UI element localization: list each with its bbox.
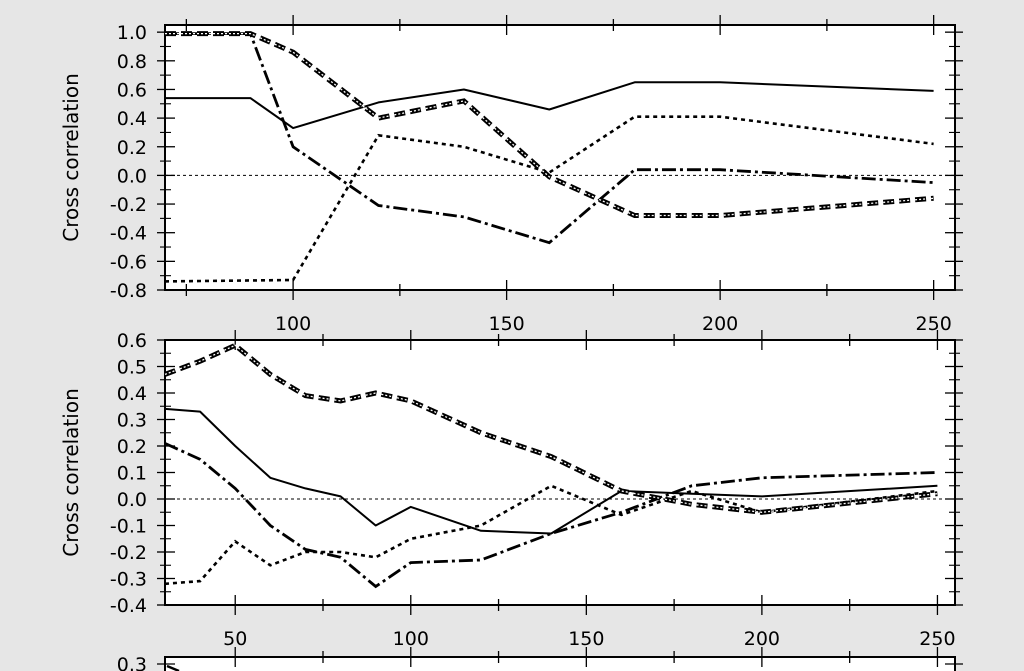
series-dash-dot — [164, 442, 938, 589]
y-tick-label: 0.4 — [117, 108, 147, 130]
y-axis-title: Cross correlation — [59, 388, 83, 557]
series-solid — [165, 81, 934, 130]
y-tick-label: -0.6 — [110, 251, 147, 273]
y-tick-label: 0.3 — [117, 654, 147, 671]
series-dashed-double — [164, 342, 938, 515]
y-tick-label: 0.1 — [117, 463, 147, 485]
y-tick-label: 0.4 — [117, 383, 147, 405]
x-tick-label: 200 — [702, 313, 738, 335]
series-line-solid — [165, 81, 934, 130]
x-tick-label: 150 — [488, 313, 524, 335]
series-line-dash-dot — [164, 442, 938, 589]
x-tick-label: 150 — [568, 628, 604, 650]
y-tick-label: 1.0 — [117, 22, 147, 44]
plot-area — [164, 339, 956, 606]
y-tick-label: 0.5 — [117, 357, 147, 379]
y-tick-label: 0.6 — [117, 79, 147, 101]
y-axis-title: Cross correlation — [59, 73, 83, 242]
panel-middle: 50 100 150 200 250 -0.4 -0.3 -0.2 -0.1 0.0 0.1 0.2 0… — [59, 330, 963, 650]
series-dotted — [164, 484, 938, 586]
series-dashed-double — [165, 31, 934, 218]
series-line-dashed-double-inner — [165, 32, 934, 217]
series-line-solid — [164, 407, 938, 535]
y-tick-label: 0.0 — [117, 489, 147, 511]
x-tick-label: 250 — [916, 313, 952, 335]
y-tick-label: 0.8 — [117, 51, 147, 73]
x-tick-label: 50 — [223, 628, 247, 650]
y-tick-label: -0.3 — [110, 569, 147, 591]
series-line-dotted — [164, 115, 934, 283]
y-tick-label: 0.6 — [117, 330, 147, 352]
y-tick-label: -0.1 — [110, 516, 147, 538]
panel-top: 100 150 200 250 -0.8 -0.6 -0.4 -0.2 0.0 0.2 0.4 0.6… — [59, 15, 963, 335]
series-line-dashed-double — [164, 342, 938, 515]
series-line-dash-dot — [165, 32, 934, 245]
plot-area — [164, 24, 956, 291]
x-tick-label: 100 — [393, 628, 429, 650]
series-line-dotted — [164, 484, 938, 586]
x-tick-label: 250 — [919, 628, 955, 650]
x-tick-label: 200 — [744, 628, 780, 650]
y-tick-label: 0.3 — [117, 410, 147, 432]
y-tick-label: -0.2 — [110, 542, 147, 564]
y-tick-label: 0.2 — [117, 137, 147, 159]
y-tick-label: -0.2 — [110, 194, 147, 216]
series-dash-dot — [165, 32, 934, 245]
series-dotted — [164, 115, 934, 283]
y-tick-label: 0.2 — [117, 436, 147, 458]
y-tick-label: 0.0 — [117, 165, 147, 187]
series-line-dashed-double-inner — [164, 344, 938, 513]
y-tick-label: -0.8 — [110, 280, 147, 302]
plot-area-partial — [164, 656, 956, 671]
y-tick-label: -0.4 — [110, 223, 147, 245]
series-line-partial — [166, 664, 180, 671]
panel-bottom-partial: 0.3 — [117, 647, 963, 671]
y-tick-label: -0.4 — [110, 595, 147, 617]
x-tick-label: 100 — [275, 313, 311, 335]
series-solid — [164, 407, 938, 535]
